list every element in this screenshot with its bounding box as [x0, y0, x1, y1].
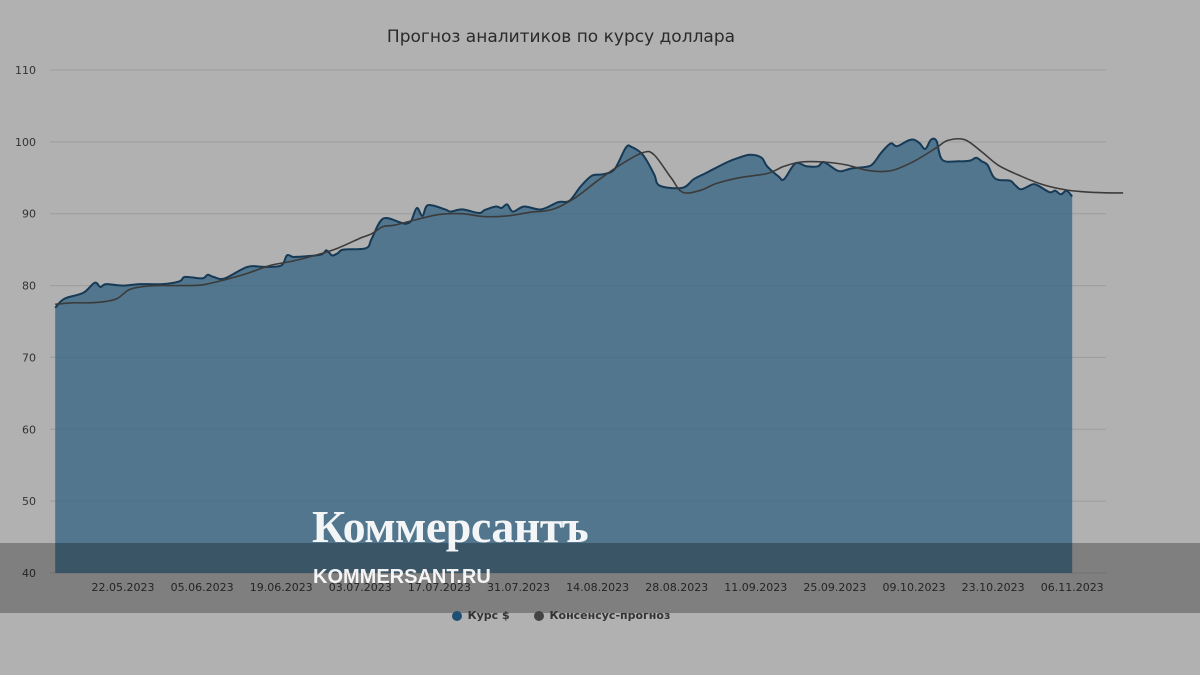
- legend-item-consensus[interactable]: Консенсус-прогноз: [533, 609, 671, 622]
- x-axis-tick-labels: 22.05.2023 05.06.2023 19.06.2023 03.07.2023…: [92, 581, 1104, 594]
- x-tick-label: 11.09.2023: [724, 581, 787, 594]
- chart-title: Прогноз аналитиков по курсу доллара: [386, 27, 736, 47]
- x-tick-label: 06.11.2023: [1041, 581, 1104, 594]
- y-axis-tick-labels: 40 50 60 70 80 90 100 110: [15, 64, 36, 580]
- legend-marker-consensus: [533, 610, 544, 621]
- legend-item-rate[interactable]: Курс $: [451, 609, 510, 622]
- chart-legend: Курс $ Консенсус-прогноз: [0, 609, 1122, 624]
- y-tick-label: 40: [22, 567, 36, 580]
- x-tick-label: 05.06.2023: [171, 581, 234, 594]
- y-tick-label: 60: [22, 423, 36, 436]
- y-tick-label: 90: [22, 208, 36, 221]
- legend-marker-rate: [451, 610, 462, 621]
- x-tick-label: 19.06.2023: [250, 581, 313, 594]
- legend-label-rate: Курс $: [467, 609, 510, 622]
- y-tick-label: 110: [15, 64, 36, 77]
- legend-label-consensus: Консенсус-прогноз: [549, 609, 671, 622]
- series-area: [55, 138, 1073, 573]
- kommersant-logo: Коммерсантъ: [312, 501, 589, 552]
- x-tick-label: 22.05.2023: [92, 581, 155, 594]
- series-lines: [54, 137, 1124, 309]
- x-tick-label: 25.09.2023: [803, 581, 866, 594]
- watermark-band: [0, 543, 1200, 613]
- x-tick-label: 09.10.2023: [883, 581, 946, 594]
- x-tick-label: 31.07.2023: [487, 581, 550, 594]
- x-tick-label: 17.07.2023: [408, 581, 471, 594]
- y-tick-label: 80: [22, 280, 36, 293]
- y-tick-label: 100: [15, 136, 36, 149]
- series-line-rate: [54, 137, 1073, 309]
- y-tick-label: 70: [22, 351, 36, 364]
- x-tick-label: 23.10.2023: [962, 581, 1025, 594]
- series-line-consensus: [55, 137, 1124, 306]
- kommersant-url: KOMMERSANT.RU: [313, 566, 491, 588]
- x-tick-label: 14.08.2023: [566, 581, 629, 594]
- series-area-rate: [55, 138, 1073, 573]
- x-tick-label: 28.08.2023: [645, 581, 708, 594]
- x-tick-label: 03.07.2023: [329, 581, 392, 594]
- y-tick-label: 50: [22, 495, 36, 508]
